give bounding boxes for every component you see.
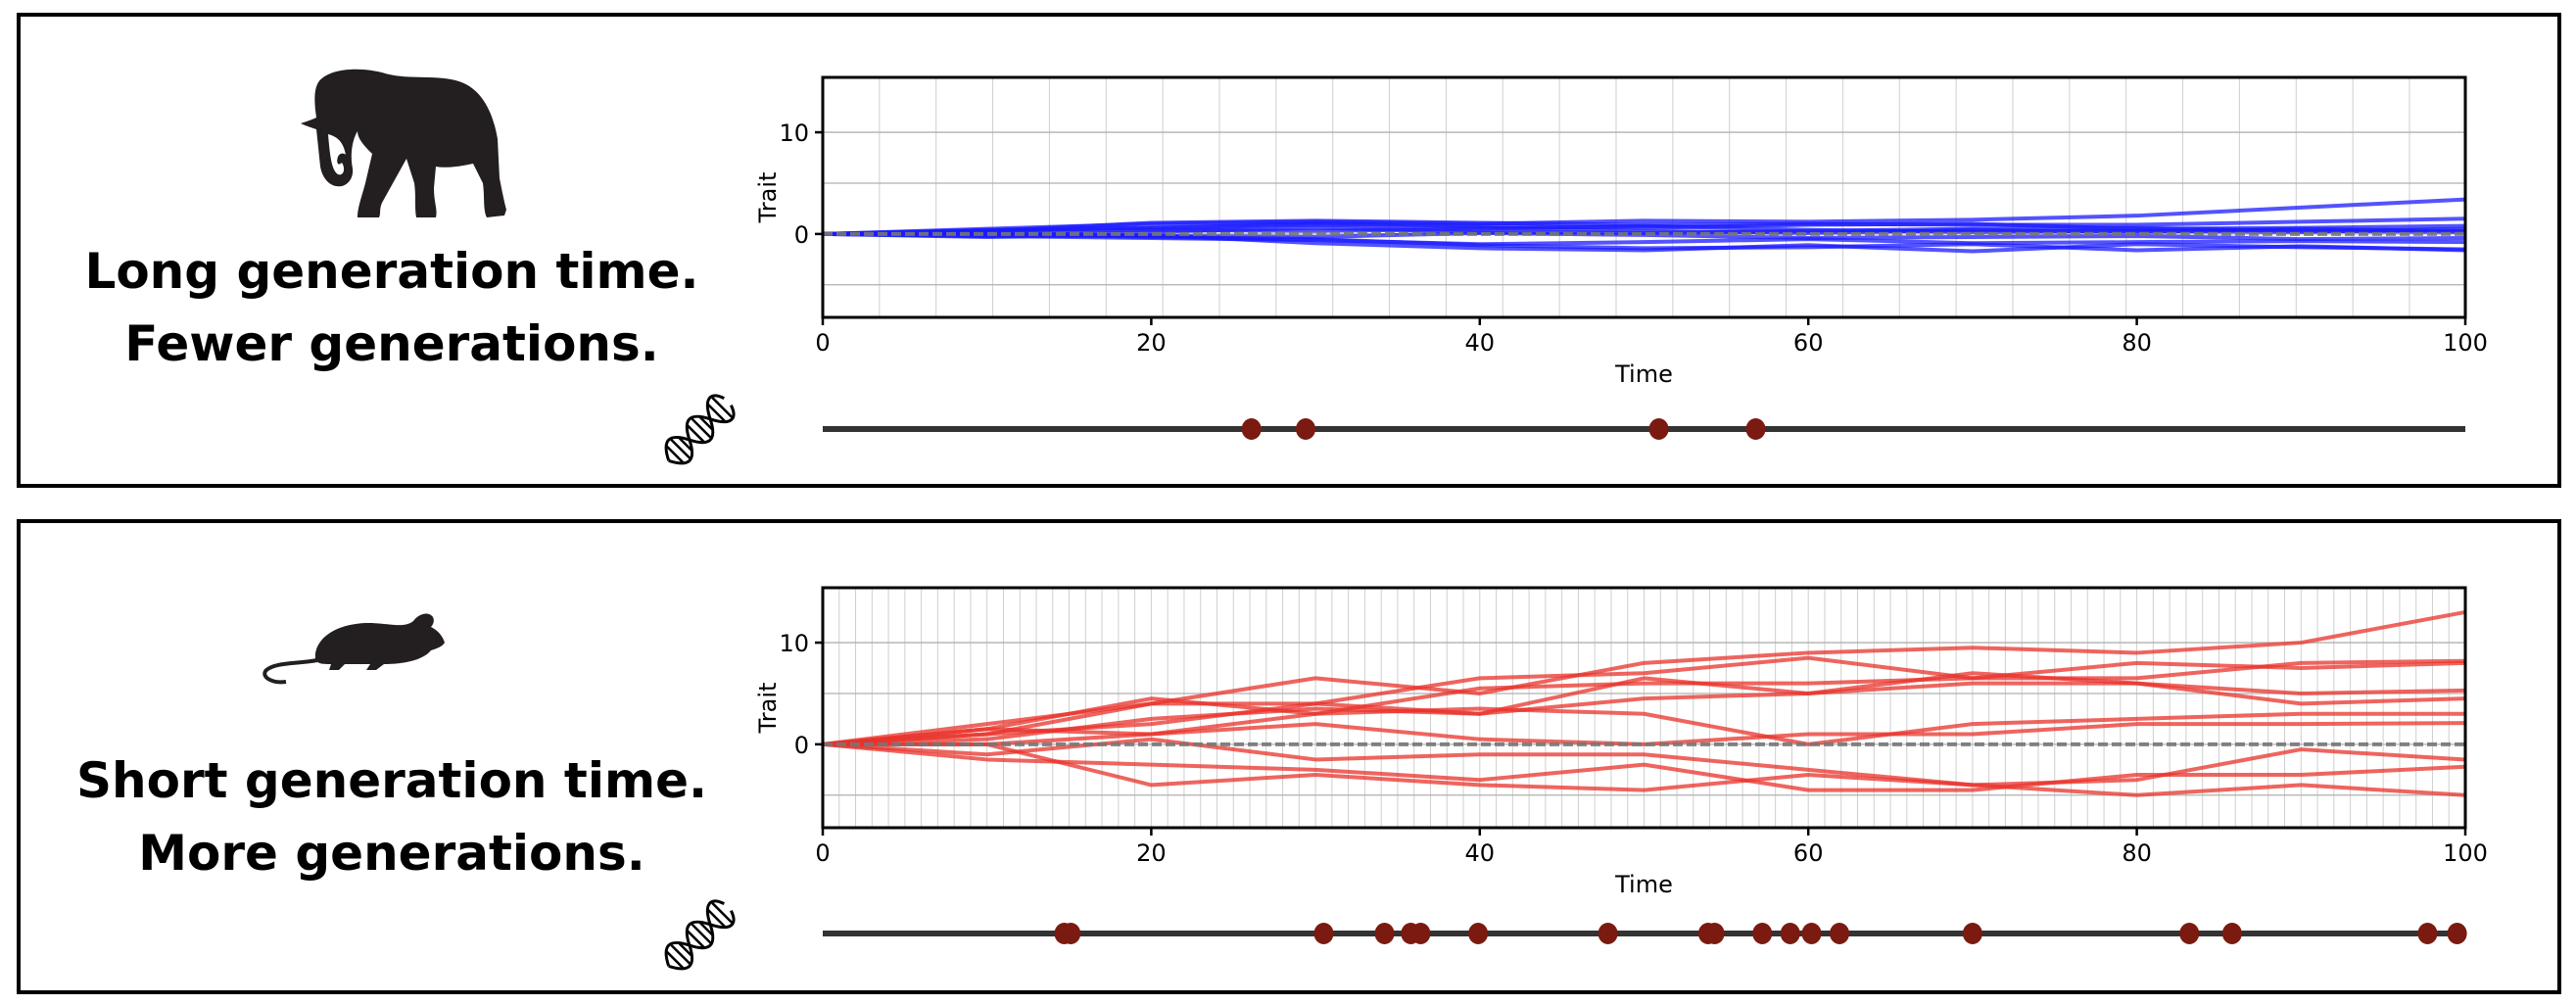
x-axis-label: Time xyxy=(1614,360,1673,388)
mutation-marker xyxy=(1830,923,1850,944)
mutation-marker xyxy=(1780,923,1800,944)
trait-series-5 xyxy=(823,706,2465,746)
mutation-marker xyxy=(1296,418,1316,440)
x-tick-label: 0 xyxy=(815,839,830,867)
mouse-icon xyxy=(262,613,445,685)
trait-series-9 xyxy=(823,742,2466,797)
mutation-marker xyxy=(1374,923,1395,944)
dna-icon xyxy=(664,394,736,465)
x-tick-label: 40 xyxy=(1465,839,1496,867)
trait-series-4 xyxy=(822,681,2466,746)
mutation-marker xyxy=(2417,923,2438,944)
trait-series-6 xyxy=(822,721,2466,746)
mutation-marker xyxy=(2179,923,2200,944)
y-tick-label: 0 xyxy=(794,732,809,759)
x-tick-label: 100 xyxy=(2443,839,2488,867)
trait-series-1 xyxy=(822,655,2466,746)
trait-series-8 xyxy=(822,742,2466,792)
caption-line-2: Fewer generations. xyxy=(124,315,659,372)
axes-frame xyxy=(821,75,2467,319)
x-tick-label: 40 xyxy=(1465,329,1496,357)
trait-series-2 xyxy=(822,658,2466,746)
mutation-marker xyxy=(1061,923,1081,944)
panel-short-generation xyxy=(17,519,2561,994)
axes-frame xyxy=(821,586,2467,830)
x-tick-label: 20 xyxy=(1136,329,1167,357)
trait-series-9 xyxy=(822,222,2466,236)
mutation-marker xyxy=(2447,923,2467,944)
caption-short-generation: Short generation time. More generations. xyxy=(39,744,744,889)
x-tick-label: 20 xyxy=(1136,839,1167,867)
x-tick-label: 80 xyxy=(2122,329,2152,357)
elephant-icon xyxy=(301,69,506,217)
x-tick-label: 0 xyxy=(815,329,830,357)
mutation-marker xyxy=(1704,923,1725,944)
mutation-marker xyxy=(2221,923,2242,944)
y-tick-label: 0 xyxy=(794,221,809,249)
x-tick-label: 100 xyxy=(2443,329,2488,357)
trait-series-7 xyxy=(822,737,2466,788)
y-axis-label: Trait xyxy=(754,683,782,735)
panel-long-generation xyxy=(17,13,2561,488)
caption-long-generation: Long generation time. Fewer generations. xyxy=(39,235,744,380)
mutation-marker xyxy=(1598,923,1618,944)
trait-series-8 xyxy=(823,231,2466,253)
x-tick-label: 60 xyxy=(1793,329,1824,357)
mutation-marker xyxy=(1241,418,1262,440)
dna-icon xyxy=(664,899,736,971)
x-tick-label: 60 xyxy=(1793,839,1824,867)
x-axis-label: Time xyxy=(1614,871,1673,898)
mutation-marker xyxy=(1468,923,1489,944)
y-tick-label: 10 xyxy=(779,120,809,147)
mutation-marker xyxy=(1745,418,1766,440)
mutation-marker xyxy=(1752,923,1773,944)
mutation-marker xyxy=(1648,418,1669,440)
mutation-marker xyxy=(1801,923,1822,944)
y-axis-label: Trait xyxy=(754,172,782,224)
caption-line-1: Short generation time. xyxy=(76,752,707,809)
mutation-marker xyxy=(1313,923,1334,944)
x-tick-label: 80 xyxy=(2122,839,2152,867)
y-tick-label: 10 xyxy=(779,630,809,657)
mutation-marker xyxy=(1962,923,1982,944)
caption-line-2: More generations. xyxy=(138,825,645,882)
caption-line-1: Long generation time. xyxy=(84,243,699,300)
mutation-marker xyxy=(1410,923,1431,944)
